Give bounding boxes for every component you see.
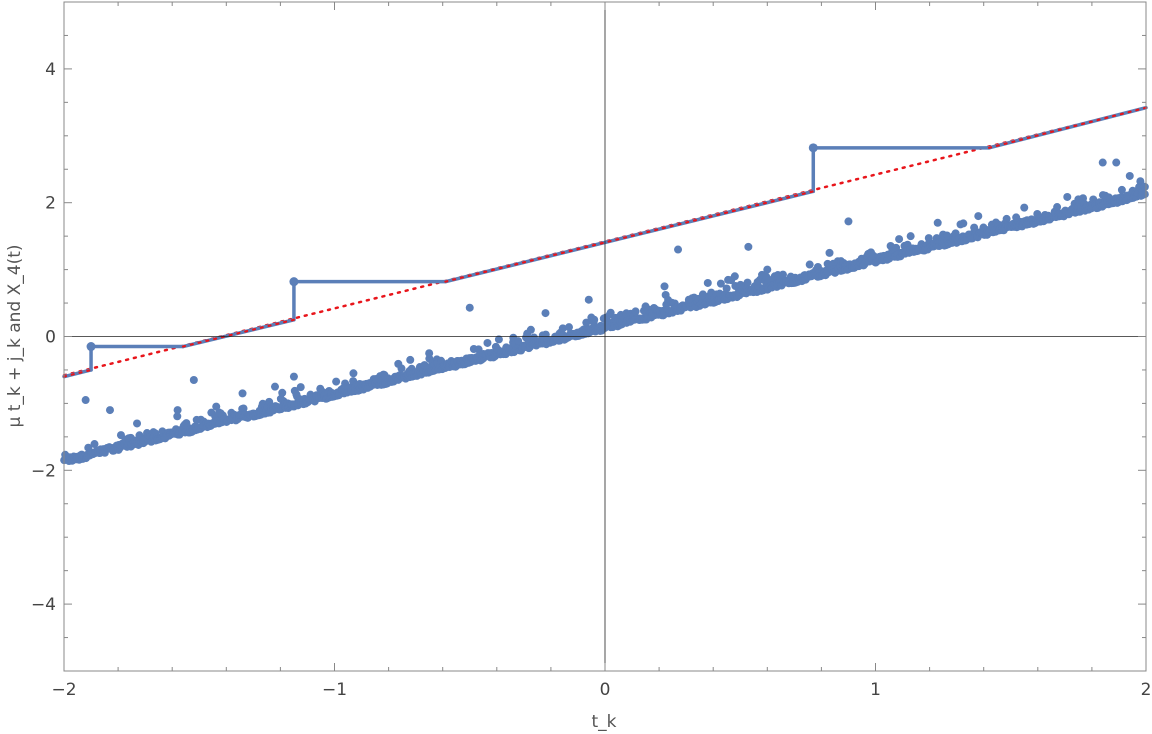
scatter-point <box>1140 190 1149 199</box>
scatter-point <box>606 308 615 317</box>
scatter-point <box>906 232 915 241</box>
scatter-points <box>60 158 1149 466</box>
scatter-point <box>895 235 904 244</box>
scatter-point <box>1053 203 1062 212</box>
plot-area <box>60 105 1149 466</box>
scatter-point <box>526 325 535 334</box>
y-tick-label: −2 <box>31 461 56 481</box>
scatter-point <box>1063 192 1072 201</box>
x-axis-title: t_k <box>591 712 616 732</box>
y-tick-label: −4 <box>31 595 56 615</box>
scatter-point <box>1125 171 1134 180</box>
scatter-point <box>684 295 693 304</box>
scatter-point <box>212 402 221 411</box>
jump-marker <box>289 277 299 287</box>
scatter-point <box>406 355 415 364</box>
dotted-overlay-segment <box>62 368 93 378</box>
scatter-point <box>722 284 731 293</box>
scatter-point <box>1020 203 1029 212</box>
scatter-point <box>483 338 492 347</box>
scatter-point <box>564 323 573 332</box>
scatter-point <box>494 335 503 344</box>
scatter-point <box>763 265 772 274</box>
dotted-overlay-segment <box>444 190 815 283</box>
y-tick-label: 0 <box>45 328 56 348</box>
scatter-point <box>558 324 567 333</box>
scatter-point <box>584 295 593 304</box>
scatter-point <box>1117 185 1126 194</box>
jump-marker <box>808 143 818 153</box>
scatter-point <box>1074 195 1083 204</box>
scatter-point <box>631 307 640 316</box>
axes: −2 −1 0 1 2 −4 −2 0 2 4 <box>31 1 1152 700</box>
scatter-point <box>289 372 298 381</box>
scatter-point <box>959 219 968 228</box>
scatter-point <box>590 315 599 324</box>
scatter-point <box>349 369 358 378</box>
scatter-point <box>1012 213 1021 222</box>
scatter-point <box>1002 214 1011 223</box>
scatter-point <box>716 279 725 288</box>
scatter-point <box>1098 158 1107 167</box>
scatter-point <box>332 377 341 386</box>
scatter-point <box>278 388 287 397</box>
scatter-point <box>703 278 712 287</box>
x-tick-label: 2 <box>1141 680 1152 700</box>
scatter-point <box>1140 182 1149 191</box>
scatter-point <box>674 245 683 254</box>
scatter-point <box>296 383 305 392</box>
scatter-point <box>173 412 182 421</box>
scatter-point <box>105 406 114 415</box>
scatter-point <box>641 302 650 311</box>
scatter-point <box>582 318 591 327</box>
scatter-point <box>805 260 814 269</box>
scatter-point <box>81 396 90 405</box>
dotted-overlay-segment <box>988 106 1148 149</box>
scatter-point <box>465 303 474 312</box>
scatter-point <box>133 419 142 428</box>
x-tick-label: 0 <box>600 680 611 700</box>
scatter-point <box>239 404 248 413</box>
scatter-point <box>730 272 739 281</box>
scatter-point <box>397 364 406 373</box>
y-tick-label: 4 <box>45 60 56 80</box>
dotted-overlay-segment <box>181 318 296 348</box>
scatter-point <box>933 218 942 227</box>
scatter-point <box>189 375 198 384</box>
scatter-point <box>1112 158 1121 167</box>
jump-marker <box>86 342 96 352</box>
scatter-point <box>173 406 182 415</box>
x-tick-label: −1 <box>322 680 347 700</box>
scatter-point <box>270 382 279 391</box>
y-tick-label: 2 <box>45 194 56 214</box>
scatter-point <box>90 440 99 449</box>
scatter-point <box>825 248 834 257</box>
scatter-point <box>425 349 434 358</box>
step-line <box>62 105 1148 379</box>
scatter-point <box>744 242 753 251</box>
scatter-point <box>743 278 752 287</box>
scatter-point <box>541 309 550 318</box>
scatter-point <box>892 243 901 252</box>
scatter-point <box>238 389 247 398</box>
scatter-point <box>660 282 669 291</box>
x-tick-label: 1 <box>870 680 881 700</box>
scatter-point <box>974 212 983 221</box>
y-axis-title: μ t_k + j_k and X_4(t) <box>5 244 25 427</box>
x-tick-label: −2 <box>51 680 76 700</box>
scatter-point <box>514 337 523 346</box>
scatter-point <box>844 217 853 226</box>
scatter-point <box>778 270 787 279</box>
